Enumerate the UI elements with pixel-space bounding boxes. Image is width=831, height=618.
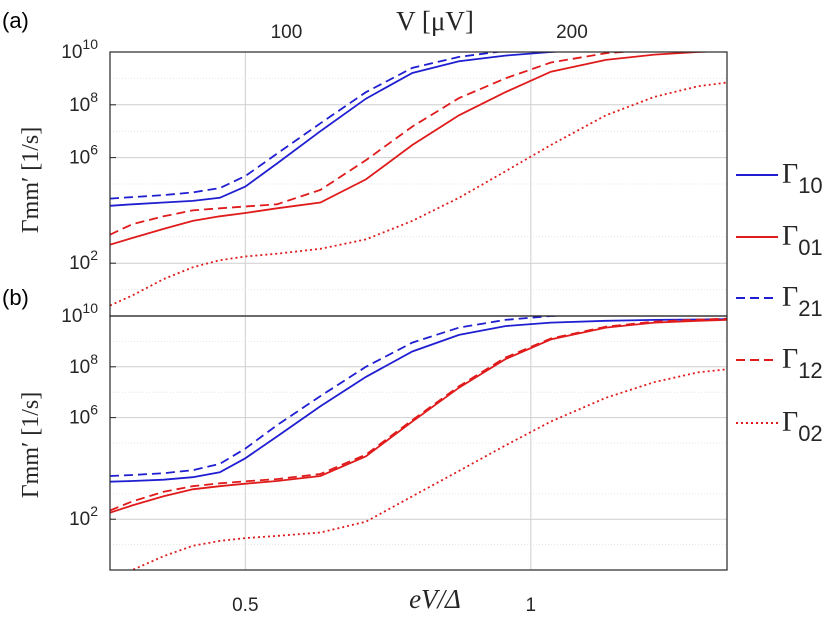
y-axis-label-panel-b: Γmm′ [1/s] <box>18 392 44 498</box>
series-G10 <box>110 318 727 483</box>
y-tick-label: 108 <box>69 351 98 378</box>
x-axis-label: eV/Δ <box>409 584 461 614</box>
panel-b: 102 106 108 1010 0.5 1 <box>61 300 728 616</box>
panel-a-label: (a) <box>2 8 29 33</box>
legend: Γ10 Γ01 Γ21 Γ12 Γ02 <box>736 159 823 446</box>
axes-frame <box>109 315 728 571</box>
top-tick-label: 200 <box>556 22 588 43</box>
y-tick-label: 108 <box>69 89 98 116</box>
y-tick-label: 106 <box>69 402 98 429</box>
x-tick-label: 0.5 <box>232 595 258 616</box>
series-G21 <box>110 52 504 200</box>
x-tick-label: 1 <box>526 595 537 616</box>
series-G02 <box>129 368 727 570</box>
y-axis-label-b-text: Γmm′ [1/s] <box>18 392 44 498</box>
legend-label-G21: Γ21 <box>782 282 823 321</box>
series-G21 <box>110 316 571 477</box>
y-tick-label: 106 <box>69 142 98 169</box>
legend-label-G02: Γ02 <box>782 407 823 446</box>
series-G12 <box>110 317 727 512</box>
y-axis-label-a-text: Γmm′ [1/s] <box>18 127 44 233</box>
y-tick-label: 102 <box>69 247 98 274</box>
y-tick-label: 1010 <box>61 300 98 327</box>
panel-a: 102 106 108 1010 100 200 <box>61 22 728 317</box>
top-axis-label: V [μV] <box>396 6 474 36</box>
panel-b-label: (b) <box>2 285 29 310</box>
series-G01 <box>110 319 727 514</box>
legend-label-G10: Γ10 <box>782 159 823 198</box>
y-tick-label: 102 <box>69 503 98 530</box>
series-G10 <box>110 52 566 207</box>
y-axis-label-panel-a: Γmm′ [1/s] <box>18 127 44 233</box>
series-G01 <box>110 52 722 246</box>
y-tick-label: 1010 <box>61 36 98 63</box>
axes-frame <box>109 51 728 317</box>
top-tick-label: 100 <box>271 22 303 43</box>
legend-label-G12: Γ12 <box>782 344 823 383</box>
series-G02 <box>110 81 727 307</box>
legend-label-G01: Γ01 <box>782 221 823 260</box>
